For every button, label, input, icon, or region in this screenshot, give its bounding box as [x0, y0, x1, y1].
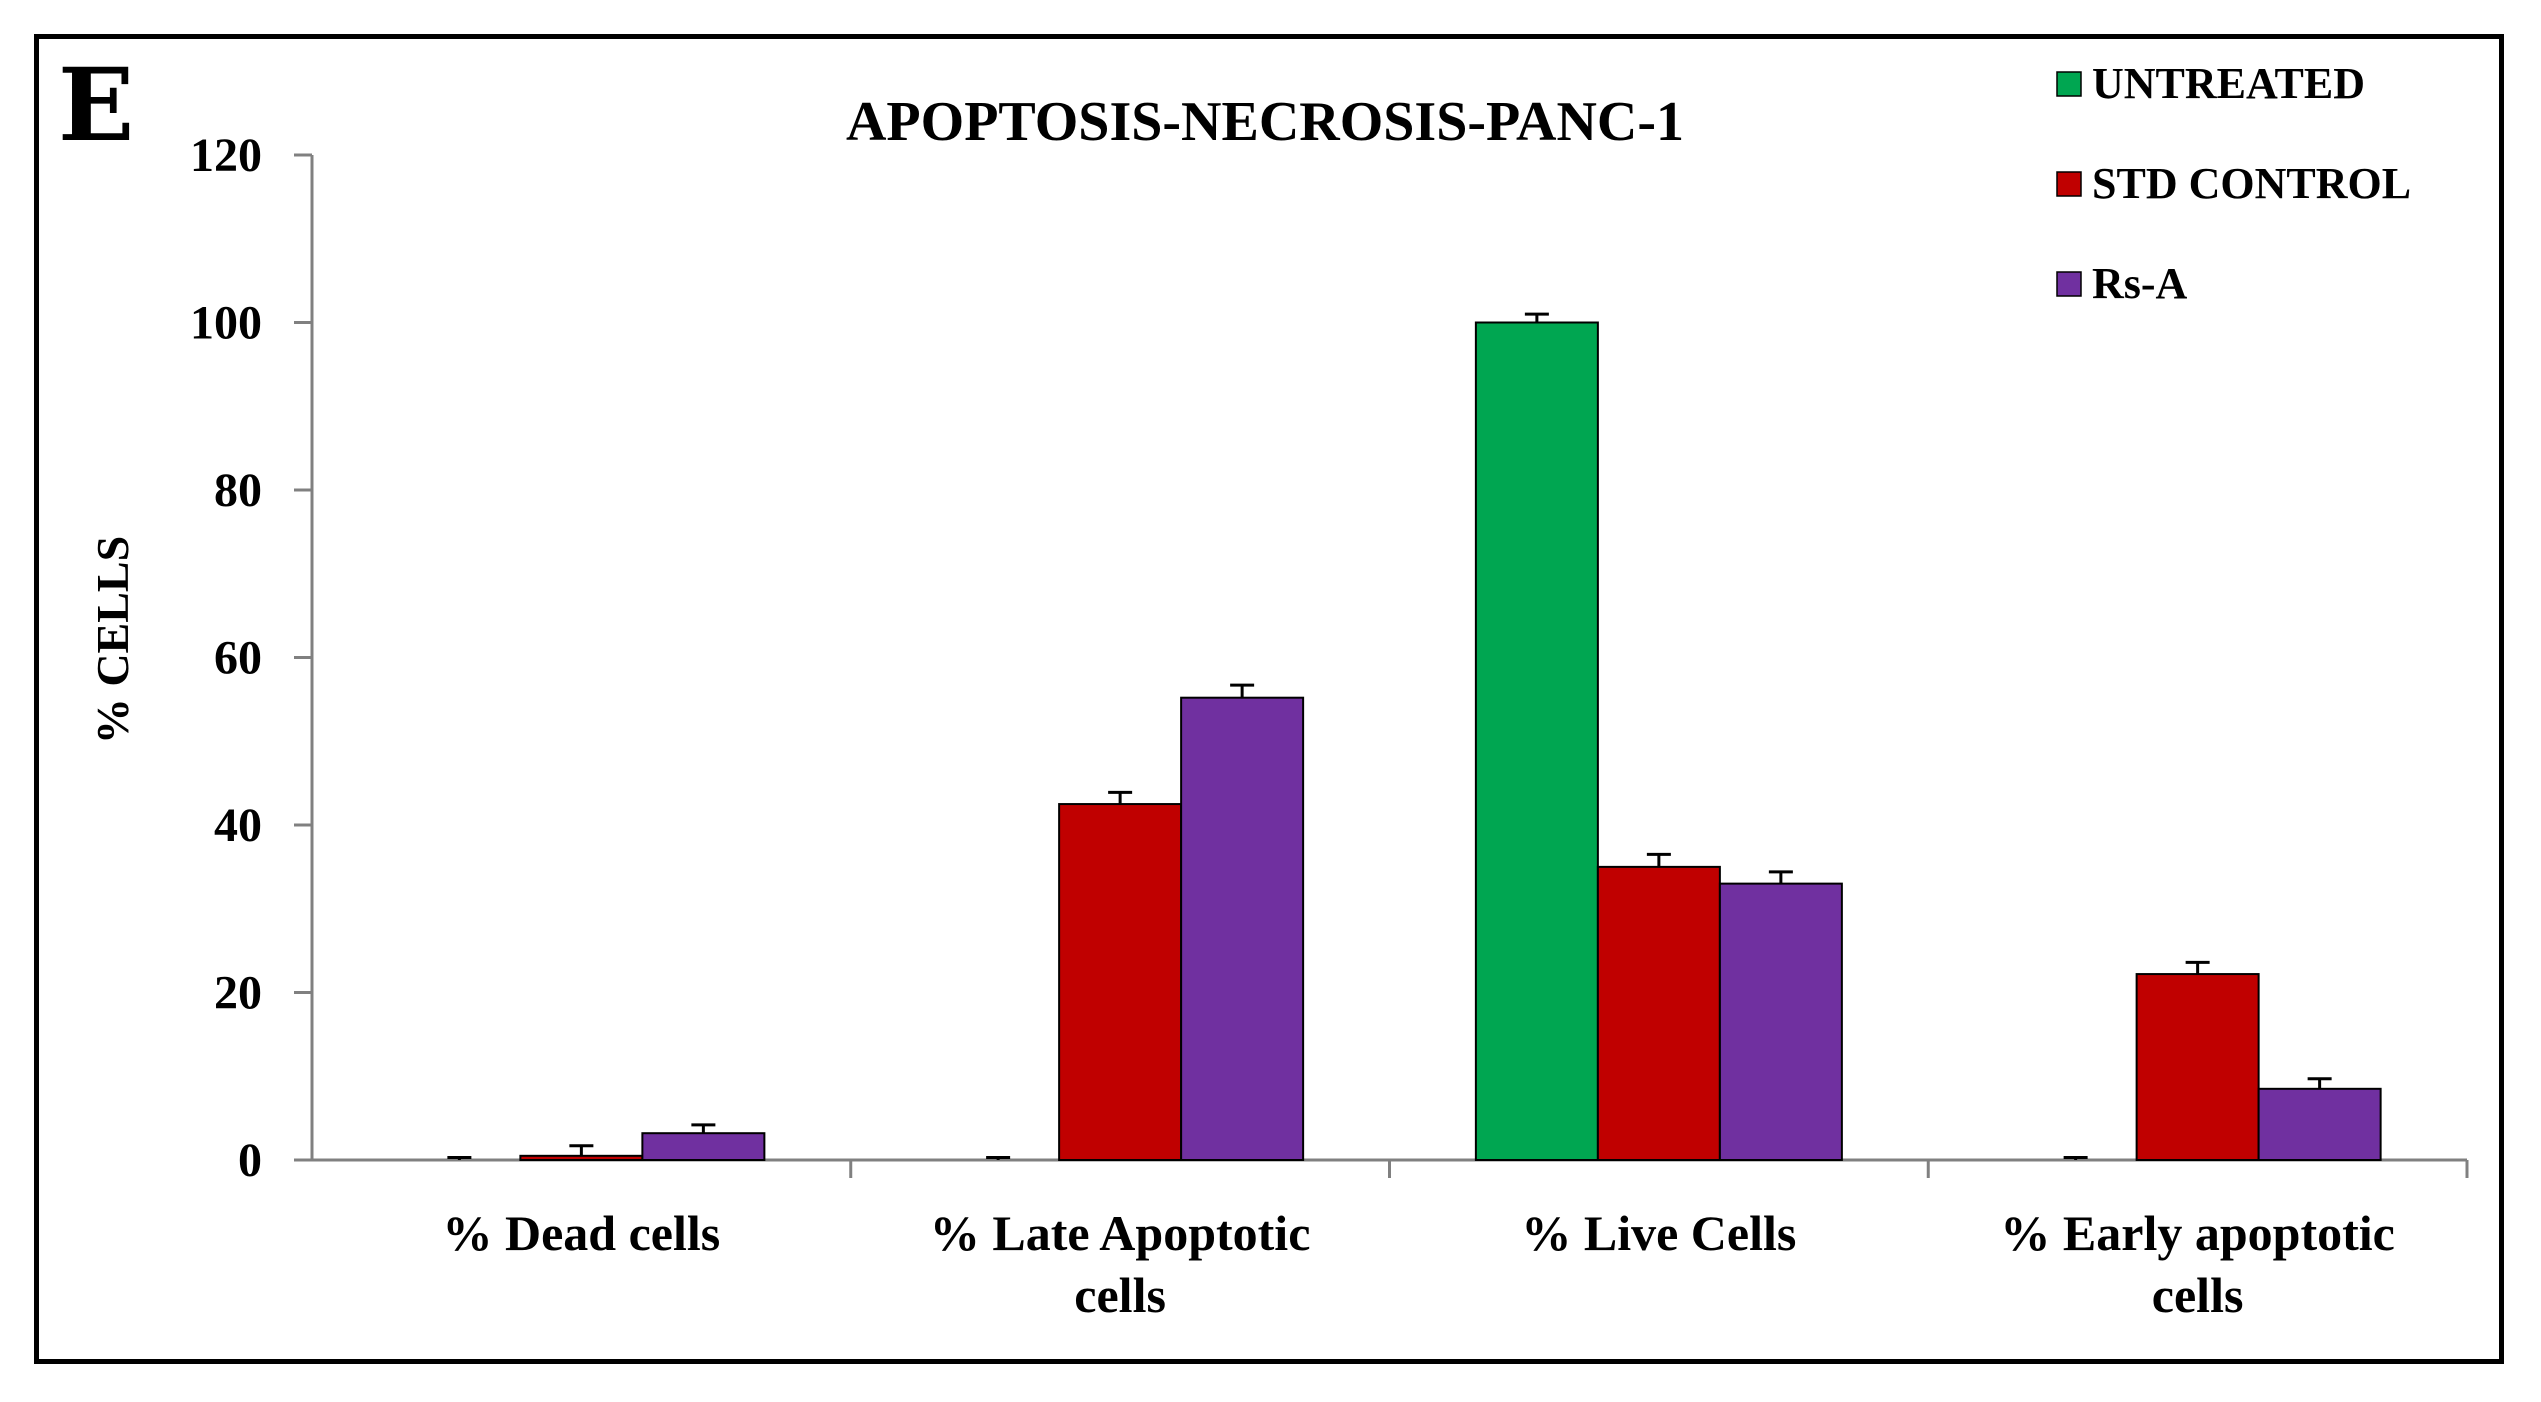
bar-rs-a: [1180, 696, 1305, 1161]
legend-swatch: [2056, 171, 2082, 197]
y-axis-label: % CELLS: [87, 536, 138, 744]
y-tick-label: 20: [214, 967, 262, 1020]
y-tick-label: 100: [190, 297, 262, 350]
x-tick-label: % Early apoptotic cells: [2000, 1205, 2394, 1323]
legend-swatch: [2056, 271, 2082, 297]
bar-std-control: [2135, 973, 2260, 1162]
y-tick-label: 120: [190, 129, 262, 182]
y-tick-label: 0: [238, 1134, 262, 1187]
y-axis-ticks: 0 20 40 60 80 100 120: [190, 129, 312, 1187]
bar-rs-a: [641, 1132, 766, 1161]
y-tick-label: 60: [214, 632, 262, 685]
y-tick-label: 40: [214, 799, 262, 852]
bar-rs-a: [1718, 882, 1843, 1161]
bar-rs-a: [2257, 1087, 2382, 1161]
legend-label: STD CONTROL: [2092, 159, 2411, 208]
y-tick-label: 80: [214, 464, 262, 517]
x-tick-label: % Dead cells: [443, 1205, 721, 1261]
panel-letter: E: [58, 46, 135, 164]
x-tick-label: % Late Apoptotic cells: [930, 1205, 1311, 1323]
chart-title: APOPTOSIS-NECROSIS-PANC-1: [846, 91, 1684, 153]
bar-std-control: [519, 1154, 644, 1161]
bars: [447, 312, 2382, 1162]
bar-untreated: [1474, 321, 1599, 1161]
legend-swatch: [2056, 71, 2082, 97]
legend: UNTREATED STD CONTROL Rs-A: [2056, 59, 2411, 308]
bar-std-control: [1596, 865, 1721, 1161]
legend-label: Rs-A: [2092, 259, 2188, 308]
x-tick-label: % Live Cells: [1521, 1205, 1796, 1261]
bar-std-control: [1058, 803, 1183, 1161]
x-axis-labels: % Dead cells % Late Apoptotic cells % Live …: [443, 1160, 2469, 1323]
legend-label: UNTREATED: [2092, 59, 2365, 108]
